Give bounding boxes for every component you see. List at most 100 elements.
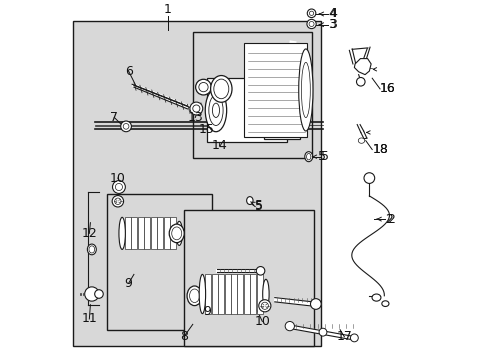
Bar <box>192 32 312 158</box>
Circle shape <box>192 105 200 112</box>
Circle shape <box>363 173 374 184</box>
Text: 4: 4 <box>327 8 336 21</box>
Ellipse shape <box>199 274 205 314</box>
Circle shape <box>285 321 294 331</box>
Ellipse shape <box>304 152 312 162</box>
Ellipse shape <box>169 224 184 243</box>
Ellipse shape <box>89 246 95 253</box>
Ellipse shape <box>171 227 182 240</box>
Ellipse shape <box>205 89 226 132</box>
Ellipse shape <box>381 301 388 306</box>
Ellipse shape <box>176 221 182 246</box>
Text: 16: 16 <box>379 82 394 95</box>
Bar <box>73 21 321 346</box>
Text: 9: 9 <box>203 305 210 318</box>
Ellipse shape <box>298 49 312 131</box>
Circle shape <box>258 300 270 312</box>
Ellipse shape <box>295 94 304 129</box>
Bar <box>224 274 230 314</box>
Circle shape <box>308 22 313 27</box>
Text: 7: 7 <box>110 111 118 124</box>
Bar <box>256 274 262 314</box>
Bar <box>230 274 237 314</box>
Circle shape <box>115 184 122 190</box>
Text: 6: 6 <box>124 64 132 77</box>
Ellipse shape <box>189 289 199 302</box>
Circle shape <box>318 328 326 336</box>
Circle shape <box>123 123 129 129</box>
Bar <box>107 194 212 330</box>
Text: 5: 5 <box>255 199 263 212</box>
Text: 10: 10 <box>110 172 125 185</box>
Ellipse shape <box>187 286 202 306</box>
Bar <box>144 217 150 249</box>
Circle shape <box>309 11 313 15</box>
Bar <box>206 78 287 143</box>
Bar <box>131 217 137 249</box>
Ellipse shape <box>306 153 310 160</box>
Bar <box>205 274 211 314</box>
Circle shape <box>112 181 125 193</box>
Bar <box>138 217 143 249</box>
Text: 9: 9 <box>124 277 132 290</box>
Circle shape <box>84 287 99 301</box>
Circle shape <box>306 9 315 18</box>
Text: 5: 5 <box>321 150 328 163</box>
Ellipse shape <box>371 294 380 301</box>
Bar <box>170 217 176 249</box>
Bar <box>264 84 299 139</box>
Text: 3: 3 <box>327 18 336 31</box>
Text: 18: 18 <box>371 143 387 156</box>
Circle shape <box>95 290 103 298</box>
Circle shape <box>261 302 268 309</box>
Circle shape <box>256 266 264 275</box>
Circle shape <box>310 299 321 309</box>
Bar <box>183 210 313 346</box>
Circle shape <box>356 77 365 86</box>
Ellipse shape <box>358 138 364 143</box>
Bar <box>163 217 169 249</box>
Polygon shape <box>354 59 370 75</box>
Text: 3: 3 <box>329 18 337 31</box>
Text: 8: 8 <box>180 330 187 343</box>
Circle shape <box>195 79 211 95</box>
Ellipse shape <box>292 86 306 137</box>
Text: 18: 18 <box>371 143 387 156</box>
Text: 2: 2 <box>385 213 392 226</box>
Ellipse shape <box>87 244 96 255</box>
Bar <box>125 217 131 249</box>
Bar <box>211 274 217 314</box>
Bar <box>157 217 163 249</box>
Ellipse shape <box>212 103 219 117</box>
Bar <box>244 274 249 314</box>
Circle shape <box>112 195 123 207</box>
Text: 17: 17 <box>336 330 351 343</box>
Ellipse shape <box>301 62 310 118</box>
Text: 12: 12 <box>81 227 97 240</box>
Circle shape <box>121 121 131 132</box>
Ellipse shape <box>297 103 301 120</box>
Bar <box>244 42 306 137</box>
Text: 1: 1 <box>163 3 171 16</box>
Ellipse shape <box>213 79 228 99</box>
Circle shape <box>199 82 208 92</box>
Text: 5: 5 <box>255 200 263 213</box>
Ellipse shape <box>119 217 125 249</box>
Circle shape <box>189 102 203 115</box>
Text: 14: 14 <box>211 139 227 153</box>
Ellipse shape <box>208 95 223 126</box>
Text: 10: 10 <box>254 315 270 328</box>
Text: 5: 5 <box>317 150 325 163</box>
Bar <box>150 217 157 249</box>
Text: 13: 13 <box>187 111 203 124</box>
Ellipse shape <box>246 197 253 204</box>
Text: 2: 2 <box>386 213 394 226</box>
Bar <box>237 274 243 314</box>
Text: 16: 16 <box>379 82 395 95</box>
Circle shape <box>306 19 316 29</box>
Ellipse shape <box>262 279 268 309</box>
Ellipse shape <box>210 76 231 102</box>
Bar <box>218 274 224 314</box>
Text: 4: 4 <box>329 8 337 21</box>
Text: 15: 15 <box>199 123 215 136</box>
